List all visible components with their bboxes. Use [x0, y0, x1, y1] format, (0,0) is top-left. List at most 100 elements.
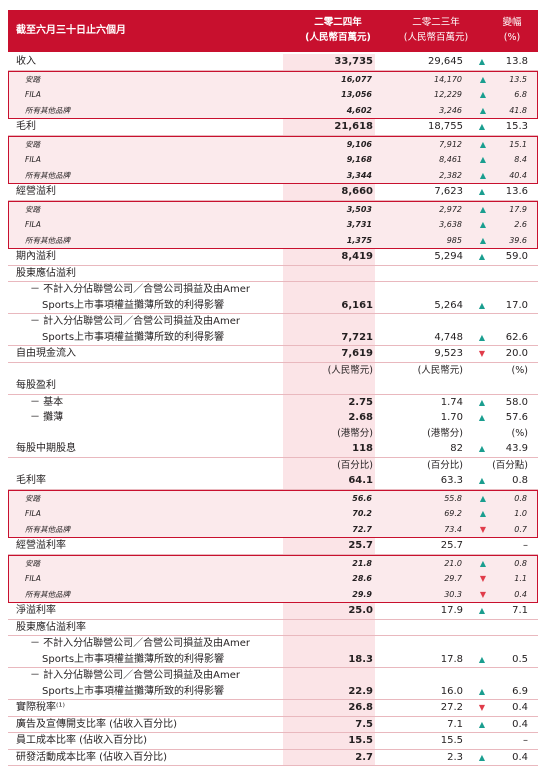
row-label: 員工成本比率 (佔收入百分比) — [16, 733, 147, 749]
value-2023: (港幣分) — [427, 426, 463, 442]
row-label: 每股中期股息 — [16, 441, 76, 457]
value-2023: 7,623 — [434, 184, 463, 200]
change-value: (百分點) — [492, 458, 528, 474]
change-value: 0.8 — [514, 556, 527, 572]
row-label: Sports上市事項權益攤薄所致的利得影響 — [42, 684, 224, 700]
value-2023: 1.70 — [441, 410, 463, 426]
change-value: 43.9 — [506, 441, 528, 457]
change-value: 17.0 — [506, 298, 528, 314]
table-row: 股東應佔溢利 — [8, 266, 538, 283]
value-2024: 8,660 — [341, 184, 373, 200]
row-label: Sports上市事項權益攤薄所致的利得影響 — [42, 652, 224, 668]
change-value: 17.9 — [509, 202, 527, 218]
triangle-up-icon: ▲ — [477, 491, 489, 507]
change-value: 7.1 — [512, 603, 528, 619]
triangle-down-icon: ▼ — [476, 700, 488, 716]
triangle-up-icon: ▲ — [477, 103, 489, 119]
change-value: 1.0 — [514, 506, 527, 522]
triangle-up-icon: ▲ — [476, 330, 488, 346]
value-2024: 29.9 — [352, 587, 372, 603]
change-value: 13.8 — [506, 54, 528, 70]
triangle-up-icon: ▲ — [477, 556, 489, 572]
value-2024: 2.68 — [348, 410, 373, 426]
row-label: 安踏 — [25, 137, 40, 153]
row-label: 所有其他品牌 — [25, 103, 70, 119]
row-label: FILA — [25, 571, 41, 587]
value-2023: 30.3 — [444, 587, 462, 603]
value-2023: 2.3 — [447, 750, 463, 766]
value-2023: 25.7 — [441, 538, 463, 554]
change-value: 0.4 — [512, 700, 528, 716]
col-2024-header: 二零二四年 (人民幣百萬元) — [293, 15, 383, 45]
change-value: – — [523, 538, 528, 554]
row-label: 收入 — [16, 54, 36, 70]
row-label: FILA — [25, 152, 41, 168]
change-value: 0.4 — [514, 587, 527, 603]
value-2024: 13,056 — [341, 87, 372, 103]
triangle-up-icon: ▲ — [476, 184, 488, 200]
value-2024: 26.8 — [348, 700, 373, 716]
change-value: (%) — [512, 363, 528, 379]
change-value: 1.1 — [514, 571, 527, 587]
change-value: 0.8 — [512, 473, 528, 489]
value-2024: 7,619 — [341, 346, 373, 362]
value-2023: 29,645 — [428, 54, 463, 70]
triangle-up-icon: ▲ — [477, 506, 489, 522]
row-label: 安踏 — [25, 202, 40, 218]
change-value: 59.0 — [506, 249, 528, 265]
triangle-up-icon: ▲ — [476, 717, 488, 733]
row-label: 毛利率 — [16, 473, 46, 489]
value-2023: 16.0 — [441, 684, 463, 700]
value-2024: 70.2 — [352, 506, 372, 522]
triangle-up-icon: ▲ — [477, 233, 489, 249]
row-label: 所有其他品牌 — [25, 168, 70, 184]
value-2024: 2.75 — [348, 395, 373, 411]
value-2023: 14,170 — [434, 72, 462, 88]
row-label: 廣告及宣傳開支比率 (佔收入百分比) — [16, 717, 177, 733]
triangle-up-icon: ▲ — [477, 72, 489, 88]
value-2024: 8,419 — [341, 249, 373, 265]
change-value: 40.4 — [509, 168, 527, 184]
value-2024: 21.8 — [352, 556, 372, 572]
value-2023: (人民幣元) — [418, 363, 463, 379]
row-label: 安踏 — [25, 491, 40, 507]
row-label: Sports上市事項權益攤薄所致的利得影響 — [42, 298, 224, 314]
value-2024: 25.0 — [348, 603, 373, 619]
value-2023: (百分比) — [427, 458, 463, 474]
table-row: 股東應佔溢利率 — [8, 620, 538, 637]
change-value: 0.7 — [514, 522, 527, 538]
current-year-column-shade — [283, 636, 375, 652]
row-label: － 攤薄 — [30, 410, 63, 426]
triangle-up-icon: ▲ — [476, 54, 488, 70]
value-2024: 7,721 — [341, 330, 373, 346]
table-row: (港幣分)(港幣分)(%) — [8, 426, 538, 442]
row-label: － 不計入分佔聯營公司／合營公司損益及由Amer — [30, 636, 250, 652]
change-value: 8.4 — [514, 152, 527, 168]
change-value: 57.6 — [506, 410, 528, 426]
value-2024: 22.9 — [348, 684, 373, 700]
value-2023: 7,912 — [439, 137, 462, 153]
triangle-up-icon: ▲ — [476, 603, 488, 619]
value-2023: 2,382 — [439, 168, 462, 184]
change-value: 13.6 — [506, 184, 528, 200]
change-value: 2.6 — [514, 217, 527, 233]
value-2024: 64.1 — [348, 473, 373, 489]
triangle-up-icon: ▲ — [477, 217, 489, 233]
